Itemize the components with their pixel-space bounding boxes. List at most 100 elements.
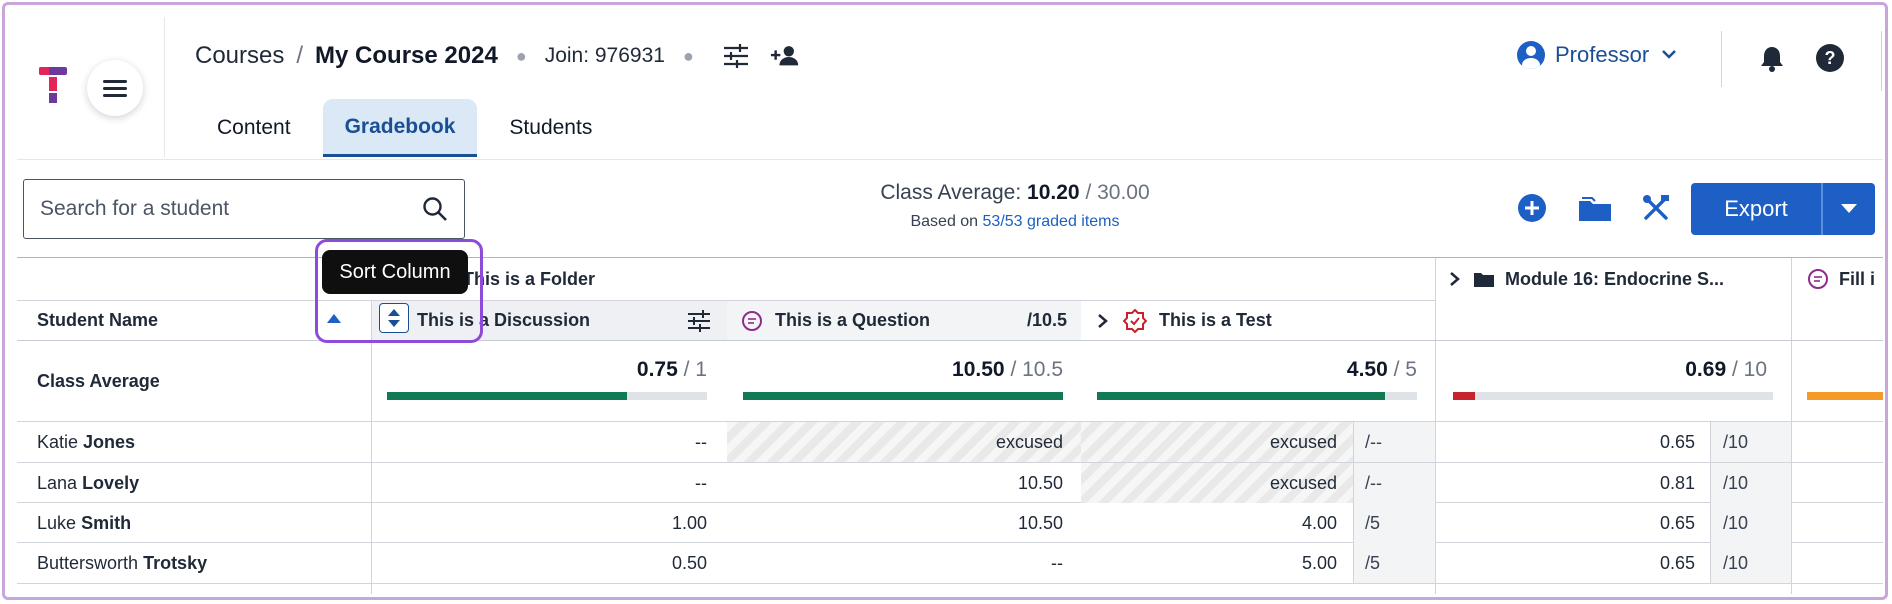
search-icon[interactable] (422, 196, 448, 222)
grade-cell-question[interactable]: excused (995, 431, 1063, 452)
fill-group-header[interactable]: Fill i (1807, 258, 1875, 300)
folder-icon (1474, 273, 1494, 287)
avg-discussion-total: / 1 (683, 358, 707, 381)
col-divider (1710, 503, 1711, 543)
sort-arrows-icon (388, 309, 400, 327)
grade-cell-module[interactable]: 0.65 (1659, 512, 1695, 533)
chevron-down-icon (1662, 50, 1677, 59)
chevron-right-icon[interactable] (1449, 271, 1461, 287)
search-input[interactable] (40, 197, 422, 221)
student-name[interactable]: Luke Smith (37, 503, 131, 543)
grade-cell-question[interactable]: -- (1051, 552, 1063, 573)
test-header-bg (1081, 301, 1435, 340)
role-switcher[interactable]: Professor (1517, 41, 1679, 69)
avg-module: 0.69 / 10 (1497, 358, 1767, 382)
folder-group-header[interactable]: This is a Folder (463, 258, 595, 300)
class-average-label: Class Average: (880, 181, 1022, 204)
student-name[interactable]: Katie Jones (37, 422, 135, 462)
student-last-name: Trotsky (143, 552, 208, 573)
grade-cell-test[interactable]: 4.00 (1301, 512, 1337, 533)
denominator-cell-bg (1354, 543, 1435, 583)
excused-cell-bg (1081, 463, 1365, 503)
row-divider (17, 421, 1883, 422)
test-column-header[interactable]: This is a Test (1097, 301, 1272, 340)
avg-question-progress (743, 392, 1063, 400)
avg-discussion-value: 0.75 (636, 358, 678, 381)
graded-items-link[interactable]: 53/53 graded items (982, 213, 1120, 230)
folder-icon[interactable] (1577, 195, 1613, 223)
grade-cell-discussion[interactable]: -- (695, 431, 707, 452)
class-average-row-text: Class Average (37, 370, 160, 391)
bell-icon[interactable] (1759, 45, 1785, 73)
tools-icon[interactable] (1641, 193, 1671, 223)
student-last-name: Lovely (82, 472, 140, 493)
header-bottom-border (17, 159, 1883, 160)
student-name[interactable]: Buttersworth Trotsky (37, 543, 207, 583)
grade-cell-discussion[interactable]: 1.00 (671, 512, 707, 533)
help-icon[interactable]: ? (1815, 43, 1845, 73)
student-first-name: Luke (37, 512, 77, 533)
sort-ascending-icon[interactable] (327, 314, 341, 324)
discussion-column-header[interactable]: This is a Discussion (417, 301, 590, 340)
grade-cell-discussion[interactable]: 0.50 (671, 552, 707, 573)
class-average-row-label: Class Average (37, 341, 160, 421)
tab-content[interactable]: Content (217, 116, 291, 139)
avg-discussion-progress (387, 392, 707, 400)
avg-test: 4.50 / 5 (1147, 358, 1417, 382)
grade-cell-test[interactable]: excused (1269, 472, 1337, 493)
module-group-header[interactable]: Module 16: Endocrine S... (1449, 258, 1724, 300)
main-menu-button[interactable] (87, 60, 143, 116)
grade-denominator-test: /5 (1365, 552, 1381, 573)
grade-cell-question[interactable]: 10.50 (1017, 512, 1063, 533)
student-name-header-label: Student Name (37, 310, 159, 330)
avg-discussion: 0.75 / 1 (437, 358, 707, 382)
breadcrumb-courses-link[interactable]: Courses (195, 42, 285, 69)
export-button[interactable]: Export (1691, 183, 1823, 235)
discussion-column-label: This is a Discussion (417, 310, 591, 330)
question-points: /10.5 (997, 301, 1067, 340)
student-search-box[interactable] (23, 179, 465, 239)
student-name[interactable]: Lana Lovely (37, 463, 139, 503)
tab-students[interactable]: Students (509, 116, 593, 139)
gradebook-grid: This is a Folder Module 16: Endocrine S.… (17, 257, 1883, 594)
avg-module-progress (1453, 392, 1773, 400)
denominator-cell-bg (1711, 463, 1791, 503)
student-name-header[interactable]: Student Name (37, 301, 158, 340)
grade-cell-module[interactable]: 0.65 (1659, 552, 1695, 573)
col-divider (1435, 258, 1436, 594)
grade-cell-module[interactable]: 0.65 (1659, 431, 1695, 452)
module-group-label: Module 16: Endocrine S... (1505, 268, 1725, 289)
avg-fill-progress (1807, 392, 1883, 400)
add-user-icon[interactable] (770, 40, 802, 72)
col-divider (1353, 543, 1354, 583)
class-average-total: / 30.00 (1085, 181, 1150, 204)
question-header-bg (727, 301, 1081, 340)
hamburger-icon (103, 78, 127, 99)
grade-cell-discussion[interactable]: -- (695, 472, 707, 493)
excused-cell-bg (1081, 422, 1365, 462)
role-label: Professor (1555, 42, 1650, 67)
avg-test-value: 4.50 (1346, 358, 1388, 381)
grade-denominator-test: /5 (1365, 512, 1381, 533)
caret-down-icon (1841, 204, 1857, 213)
add-item-icon[interactable] (1517, 193, 1547, 223)
avg-test-total: / 5 (1393, 358, 1417, 381)
col-divider (371, 300, 372, 594)
grade-cell-test[interactable]: excused (1269, 431, 1337, 452)
course-settings-sliders-icon[interactable] (720, 40, 752, 72)
tab-gradebook[interactable]: Gradebook (322, 99, 478, 157)
column-options-sliders-icon[interactable] (687, 310, 711, 332)
chevron-right-icon[interactable] (1097, 313, 1109, 329)
grade-cell-module[interactable]: 0.81 (1659, 472, 1695, 493)
denominator-cell-bg (1354, 463, 1435, 503)
grade-cell-test[interactable]: 5.00 (1301, 552, 1337, 573)
question-column-header[interactable]: This is a Question (741, 301, 930, 340)
sort-column-button[interactable] (379, 303, 409, 333)
user-avatar-icon (1517, 41, 1545, 69)
export-dropdown-button[interactable] (1823, 183, 1875, 235)
based-on-label: Based on (910, 213, 979, 230)
join-code: Join: 976931 (544, 44, 665, 67)
grade-cell-question[interactable]: 10.50 (1017, 472, 1063, 493)
breadcrumb: Courses / My Course 2024 ● Join: 976931 … (195, 40, 802, 72)
student-first-name: Lana (37, 472, 78, 493)
